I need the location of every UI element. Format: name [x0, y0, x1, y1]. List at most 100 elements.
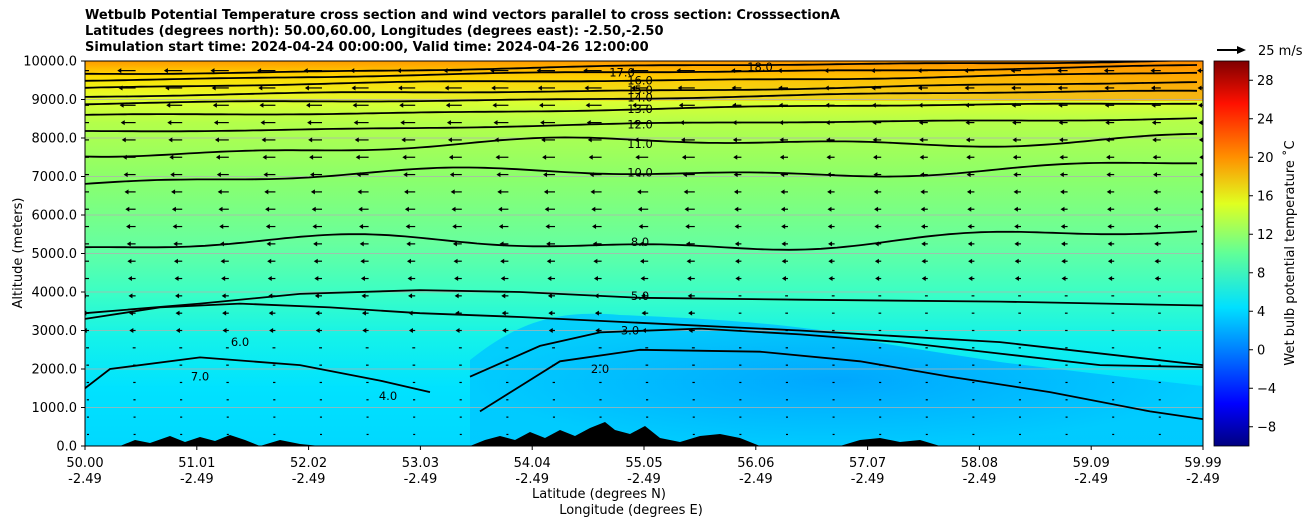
wind-vector-head [641, 328, 646, 333]
wind-vector-head [779, 137, 784, 143]
wind-vector-head [406, 241, 411, 247]
wind-vector-head [732, 102, 737, 108]
wind-vector-head [217, 189, 222, 195]
wind-vector-head [122, 154, 127, 160]
y-tick-label: 8000.0 [32, 132, 78, 147]
wind-vector-head [640, 276, 645, 282]
wind-vector-head [78, 189, 82, 194]
x-tick-label-lat: 50.00 [66, 456, 103, 471]
wind-vector-head [398, 85, 403, 91]
wind-vector-head [687, 293, 692, 299]
wind-vector-head [964, 85, 969, 91]
wind-vector-head [1106, 189, 1111, 195]
wind-vector-head [501, 310, 506, 316]
colorbar-tick-label: 28 [1257, 74, 1274, 89]
wind-vector-head [350, 68, 355, 74]
wind-vector-head [303, 68, 308, 74]
wind-vector-head [683, 189, 688, 195]
wind-vector-head [501, 293, 506, 299]
contour-label: 5.0 [631, 289, 649, 303]
wind-vector-head [921, 241, 926, 247]
x-tick-label-lon: -2.49 [851, 472, 885, 487]
wind-vector-head [779, 120, 784, 126]
wind-vector-head [825, 102, 830, 108]
wind-vector-head [1104, 102, 1109, 108]
wind-vector-head [1107, 224, 1112, 230]
wind-vector-head [688, 328, 693, 333]
wind-vector-head [314, 276, 319, 282]
x-axis-label-longitude: Longitude (degrees E) [559, 503, 703, 518]
wind-vector-head [354, 137, 359, 143]
y-tick-label: 3000.0 [32, 324, 78, 339]
wind-vector-head [268, 310, 273, 316]
wind-vector-head [918, 102, 923, 108]
wind-vector-head [919, 137, 924, 143]
contour-line [469, 327, 1203, 378]
wind-vector-head [359, 241, 364, 247]
wind-vector-head [308, 137, 313, 143]
wind-vector-head [636, 172, 641, 178]
wind-vector-head [351, 85, 356, 91]
y-axis: 0.0 1000.0 2000.0 3000.0 4000.0 5000.0 6000.0 7… [23, 55, 85, 455]
wind-vector-head [824, 68, 829, 74]
wind-vector-head [1060, 224, 1065, 230]
x-tick-label-lon: -2.49 [404, 472, 438, 487]
wind-vector-head [1106, 154, 1111, 160]
wind-vector-head [629, 68, 634, 74]
wind-vector-head [828, 258, 833, 264]
contour-label: 11.0 [627, 137, 653, 151]
wind-vector-head [408, 293, 413, 299]
wind-vector-head [1059, 137, 1064, 143]
wind-vector-head [404, 206, 409, 212]
wind-vector-head [175, 328, 180, 333]
wind-vector-head [781, 241, 786, 247]
wind-vector-head [72, 85, 76, 90]
wind-vector-head [870, 68, 875, 74]
wind-vector-head [591, 206, 596, 212]
wind-vector-head [547, 293, 552, 299]
y-tick-label: 7000.0 [32, 170, 78, 185]
wind-vector-head [174, 276, 179, 282]
wind-vector-head [362, 328, 367, 333]
wind-vector-head [74, 120, 78, 125]
wind-vector-head [1200, 242, 1203, 246]
wind-vector-head [1150, 85, 1155, 91]
horizontal-grid [85, 61, 1203, 446]
wind-vector-head [964, 68, 969, 74]
wind-vector-head [262, 154, 267, 160]
wind-vector-head [166, 102, 171, 108]
wind-vector-head [825, 120, 830, 126]
wind-vector-head [173, 241, 178, 247]
wind-vector-head [499, 241, 504, 247]
wind-vector-head [634, 137, 639, 143]
wind-vector-head [361, 310, 366, 316]
wind-vector-head [548, 310, 553, 316]
wind-vector-head [685, 241, 690, 247]
wind-vector-head [874, 206, 879, 212]
wind-vector-head [1106, 172, 1111, 178]
wind-vector-head [874, 258, 879, 264]
x-tick-label-lat: 51.01 [178, 456, 215, 471]
wind-vector-head [733, 172, 738, 178]
wind-vector-head [871, 85, 876, 91]
wind-vector-head [688, 310, 693, 316]
wind-vector-head [266, 241, 271, 247]
y-tick-label: 9000.0 [32, 93, 78, 108]
colorbar-tick-label: 12 [1257, 228, 1274, 243]
quiver-key-label: 25 m/s [1258, 44, 1303, 59]
wind-vector-head [545, 224, 550, 230]
wind-vector-head [171, 189, 176, 195]
contour-line [85, 302, 1203, 366]
wind-vector-head [780, 172, 785, 178]
x-tick-label-lat: 54.04 [514, 456, 551, 471]
x-tick-label-lat: 55.05 [625, 456, 662, 471]
contour-labels: 18.0 17.016.015.014.013.0 12.0 11.0 10.0 8.0 7… [191, 60, 773, 403]
wind-vector-head [396, 68, 401, 74]
y-tick-label: 0.0 [56, 440, 77, 455]
wind-vector-head [79, 207, 83, 212]
wind-vector-head [1152, 137, 1157, 143]
wind-vector-head [448, 154, 453, 160]
wind-vector-head [495, 154, 500, 160]
wind-vector-head [1061, 258, 1066, 264]
wind-vector-head [1198, 120, 1203, 126]
